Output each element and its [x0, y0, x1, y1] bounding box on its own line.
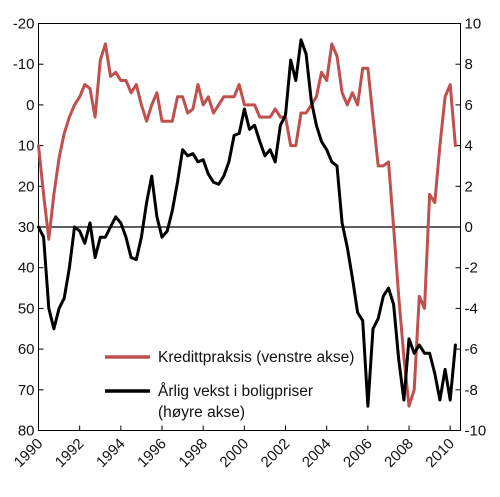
right-axis-tick-label: -8	[465, 382, 478, 399]
legend-label-boligpriser: Årlig vekst i boligpriser (høyre akse)	[158, 383, 313, 421]
right-axis-tick-label: 8	[465, 56, 473, 73]
right-axis-tick-label: 4	[465, 138, 473, 155]
left-axis-tick-label: 10	[18, 138, 35, 155]
right-axis-tick-label: -2	[465, 260, 478, 277]
right-axis-tick-label: 10	[465, 16, 482, 33]
series-layer	[37, 38, 457, 408]
left-axis-tick-label: 40	[18, 260, 35, 277]
legend: Kredittpraksis (venstre akse) Årlig veks…	[105, 349, 354, 421]
x-axis-tick-label: 2002	[258, 435, 294, 471]
series-line-kredittpraksis	[37, 42, 457, 408]
x-axis-tick-label: 1996	[134, 435, 170, 471]
x-axis-tick-label: 1994	[93, 435, 129, 471]
left-axis-tick-label: 30	[18, 219, 35, 236]
left-axis-tick-label: -20	[13, 16, 35, 33]
right-axis-tick-label: 6	[465, 97, 473, 114]
left-axis-tick-label: 50	[18, 300, 35, 317]
x-axis-tick-label: 2004	[299, 435, 335, 471]
x-axis-tick-label: 1992	[52, 435, 88, 471]
legend-label-kredittpraksis: Kredittpraksis (venstre akse)	[158, 349, 354, 366]
x-axis-tick-label: 2006	[340, 435, 376, 471]
x-axis-tick-label: 1998	[175, 435, 211, 471]
x-axis-tick-label: 1990	[11, 435, 47, 471]
legend-label-line: (høyre akse)	[158, 404, 245, 421]
left-axis-tick-label: 60	[18, 341, 35, 358]
legend-label-line: Årlig vekst i boligpriser	[158, 383, 313, 400]
x-axis-tick-label: 2010	[422, 435, 458, 471]
right-axis-tick-label: -4	[465, 300, 478, 317]
right-axis-tick-label: 0	[465, 219, 473, 236]
axes-layer: -20-10010203040506070801086420-2-4-6-8-1…	[11, 16, 486, 471]
x-axis-tick-label: 2000	[217, 435, 253, 471]
right-axis-tick-label: 2	[465, 178, 473, 195]
right-axis-tick-label: -10	[465, 423, 487, 440]
left-axis-tick-label: 0	[26, 97, 34, 114]
right-axis-tick-label: -6	[465, 341, 478, 358]
series-line-boligpriser	[37, 38, 457, 408]
left-axis-tick-label: 20	[18, 178, 35, 195]
left-axis-tick-label: 80	[18, 423, 35, 440]
left-axis-tick-label: 70	[18, 382, 35, 399]
x-axis-tick-label: 2008	[381, 435, 417, 471]
left-axis-tick-label: -10	[13, 56, 35, 73]
